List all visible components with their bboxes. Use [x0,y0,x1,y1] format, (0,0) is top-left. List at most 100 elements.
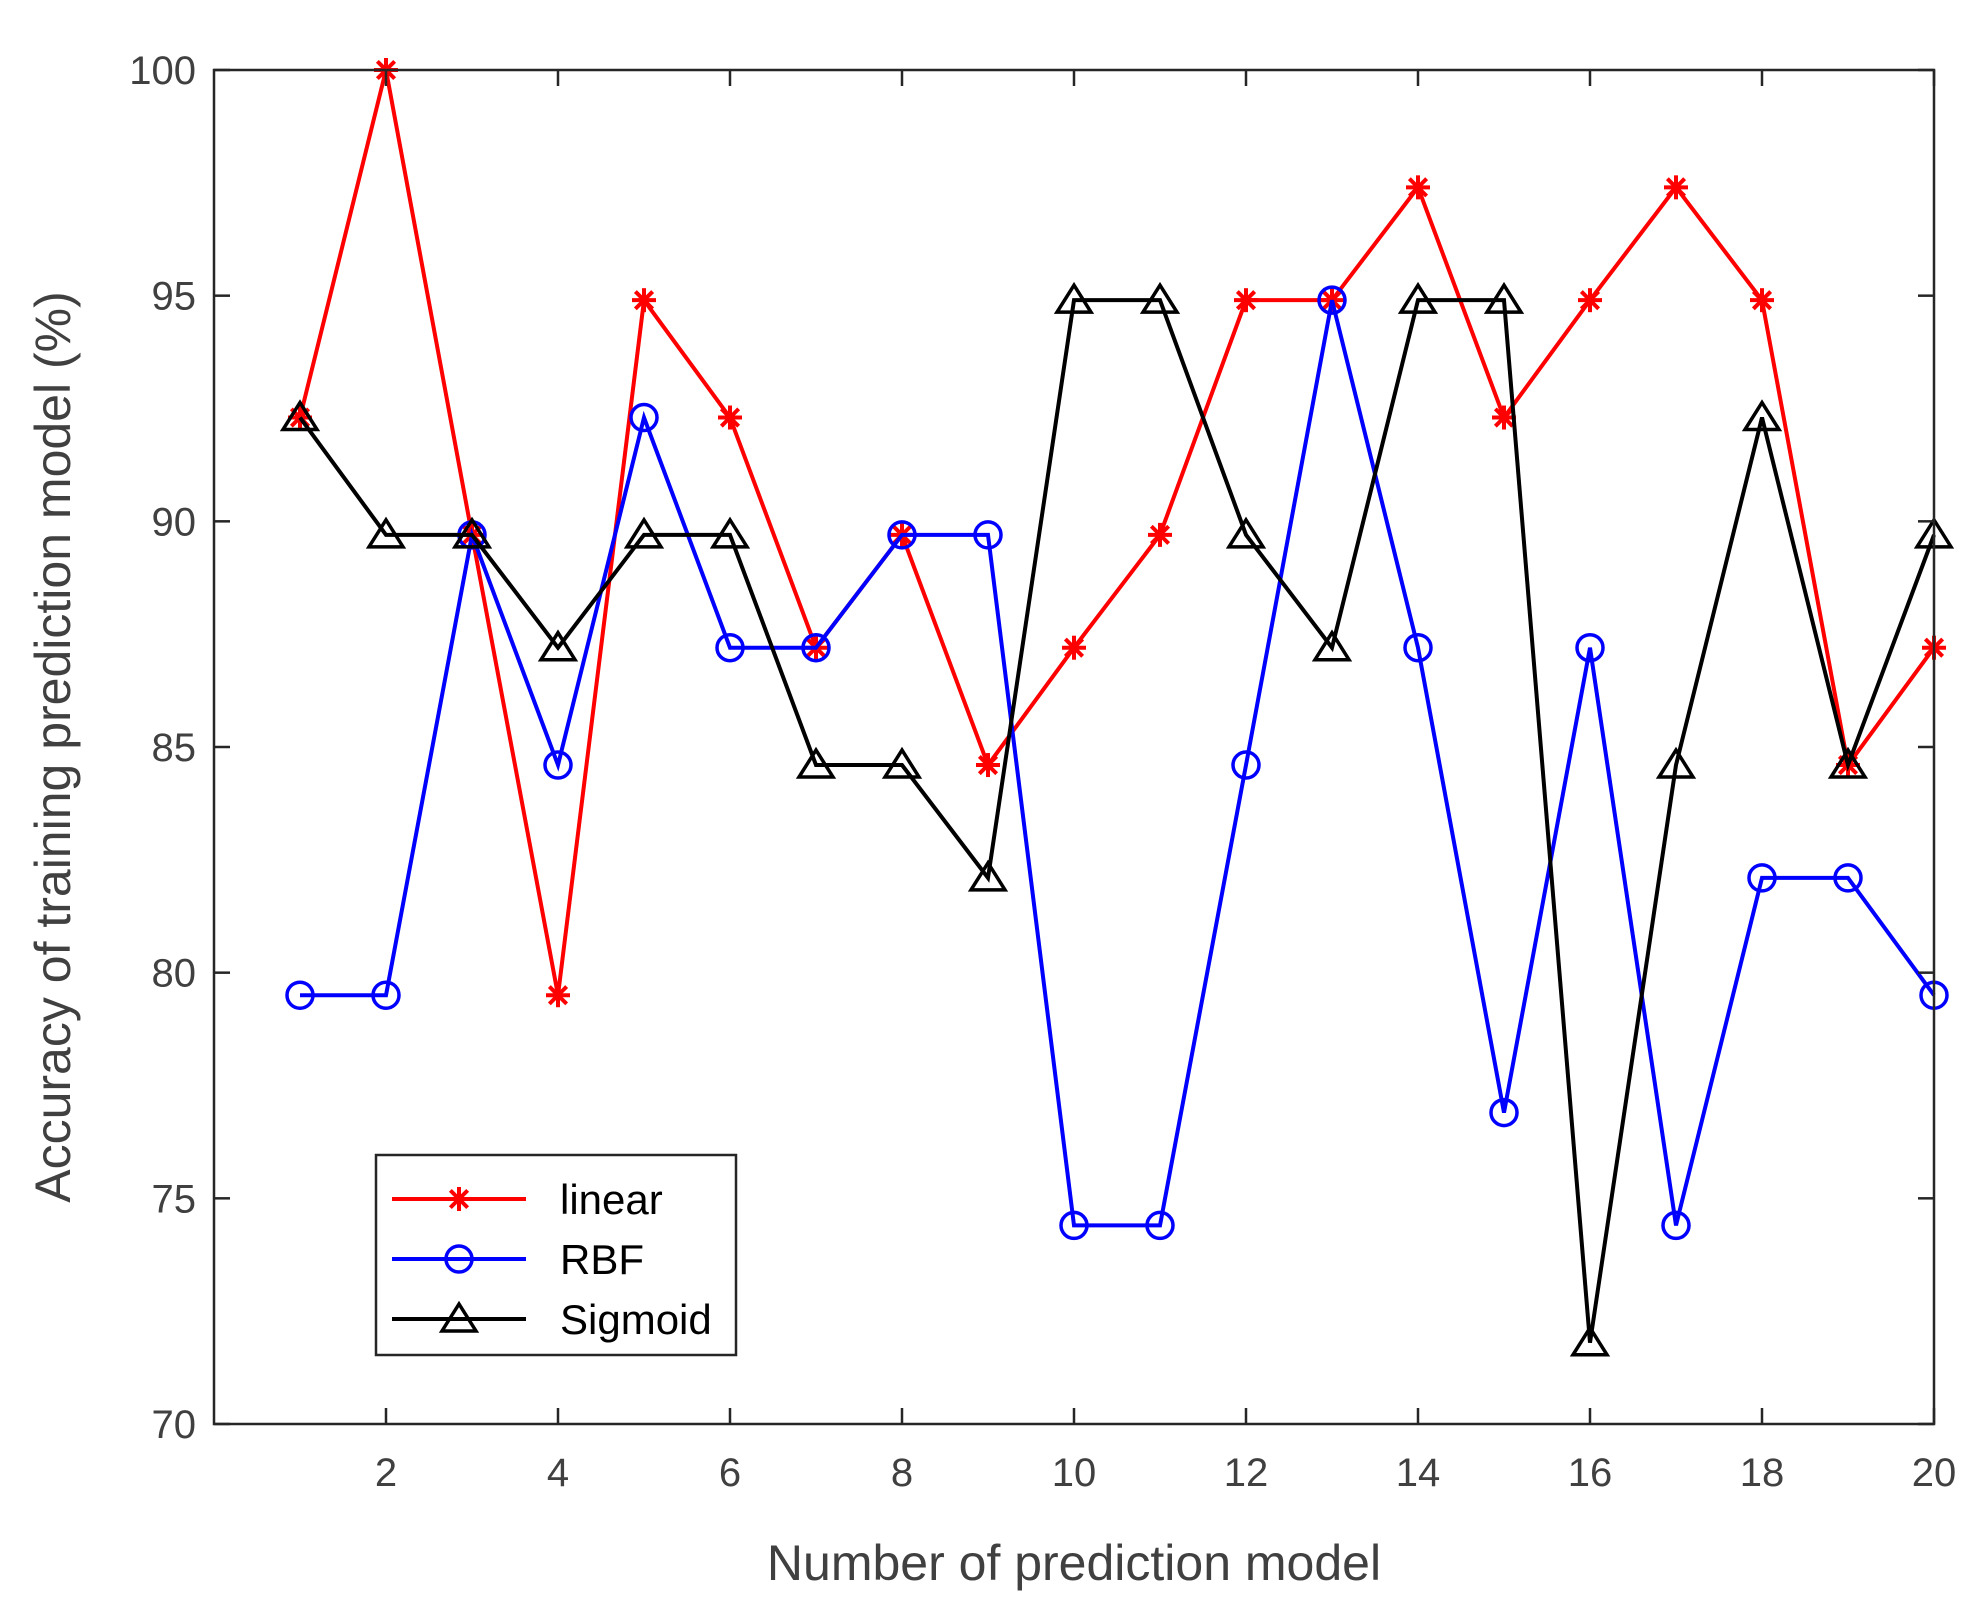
data-point-linear [1062,635,1086,660]
data-point-linear-stroke [977,754,999,776]
series-line-linear [298,69,1936,996]
data-point-rbf [1145,1210,1175,1241]
data-point-sigmoid [1569,1324,1611,1357]
data-point-linear [1148,522,1172,547]
data-point-sigmoid [1311,629,1353,662]
data-point-linear-stroke [1751,290,1773,311]
data-point-linear [1664,175,1688,200]
data-point-linear [632,288,656,313]
x-tick-label: 10 [1052,1451,1097,1495]
data-point-linear [546,983,570,1008]
data-point-rbf [1661,1210,1691,1241]
data-point-sigmoid [537,629,579,662]
y-tick-label: 75 [152,1177,197,1221]
data-point-rbf [285,980,315,1010]
data-point-rbf [715,632,745,663]
data-point-rbf [543,750,573,780]
data-point-linear [1750,288,1774,313]
legend-label: Sigmoid [560,1296,712,1343]
data-point-sigmoid [881,746,923,779]
data-point-sigmoid [1741,399,1783,432]
legend-marker-stroke [448,1188,470,1210]
data-point-rbf [1403,632,1433,663]
x-tick-label: 14 [1396,1451,1441,1495]
x-tick-label: 12 [1224,1451,1269,1495]
x-tick-label: 16 [1568,1451,1613,1495]
legend-item-rbf: RBF [392,1236,644,1283]
data-point-sigmoid [1827,746,1869,779]
data-point-linear [1406,175,1430,200]
data-point-rbf [371,980,401,1010]
data-point-linear-stroke [1063,637,1085,658]
data-point-linear [718,405,742,430]
data-point-rbf [887,520,917,550]
series-rbf [285,285,1949,1241]
data-point-rbf [973,520,1003,550]
data-point-sigmoid [365,516,407,549]
data-point-sigmoid [623,516,665,549]
legend-marker [438,1300,480,1333]
legend-marker [444,1244,474,1274]
y-tick-label: 90 [152,500,197,544]
data-point-sigmoid [1139,281,1181,314]
y-tick-label: 95 [152,275,197,319]
data-point-linear-stroke [1493,407,1515,428]
data-point-linear-stroke [719,407,741,428]
data-point-sigmoid [279,399,321,432]
data-point-sigmoid [1397,281,1439,314]
x-axis-label: Number of prediction model [767,1535,1381,1591]
y-tick-label: 70 [152,1403,197,1447]
data-point-rbf [1575,632,1605,663]
data-point-linear [976,753,1000,778]
y-tick-label: 100 [129,49,196,93]
x-tick-label: 6 [719,1451,741,1495]
data-point-sigmoid [1483,281,1525,314]
data-point-linear-stroke [1665,177,1687,198]
data-point-sigmoid [795,746,837,779]
data-point-sigmoid [1225,516,1267,549]
legend-box [374,1153,738,1357]
data-point-sigmoid [967,859,1009,892]
data-point-linear-stroke [1149,524,1171,545]
data-point-rbf [1833,863,1863,893]
legend-item-sigmoid: Sigmoid [392,1296,712,1343]
data-point-sigmoid [709,516,751,549]
series-line-sigmoid [298,298,1936,1344]
data-point-rbf [1059,1210,1089,1241]
data-point-rbf [801,632,831,663]
data-point-linear-stroke [1407,177,1429,198]
legend-label: RBF [560,1236,644,1283]
data-point-rbf [1489,1097,1519,1128]
data-point-linear [1492,405,1516,430]
x-tick-label: 20 [1912,1451,1957,1495]
y-tick-label: 85 [152,726,197,770]
legend-item-linear: linear [392,1176,663,1223]
legend: linear RBF Sigmoid [374,1153,738,1357]
data-point-rbf [1317,285,1347,315]
data-point-linear-stroke [633,290,655,311]
x-tick-label: 8 [891,1451,913,1495]
data-point-rbf [1231,750,1261,780]
x-tick-label: 18 [1740,1451,1785,1495]
legend-label: linear [560,1176,663,1223]
tick-layer: 2 4 6 8 10 12 14 16 18 20 70 75 80 85 90 95 100 [129,49,1956,1495]
series-line-rbf [300,299,1936,1228]
data-point-rbf [1747,863,1777,893]
y-axis-label: Accuracy of training prediction model (%… [25,291,81,1203]
data-point-linear-stroke [547,985,569,1006]
data-point-sigmoid [1655,746,1697,779]
data-point-linear-stroke [1235,290,1257,311]
data-point-rbf [629,402,659,433]
legend-marker [447,1187,471,1211]
x-tick-label: 4 [547,1451,569,1495]
data-point-sigmoid [1053,281,1095,314]
data-point-sigmoid [451,516,493,549]
x-tick-label: 2 [375,1451,397,1495]
y-tick-label: 80 [152,952,197,996]
data-point-linear-stroke [1579,290,1601,311]
data-point-linear [1234,288,1258,313]
data-point-linear [1578,288,1602,313]
series-layer [279,58,1955,1357]
